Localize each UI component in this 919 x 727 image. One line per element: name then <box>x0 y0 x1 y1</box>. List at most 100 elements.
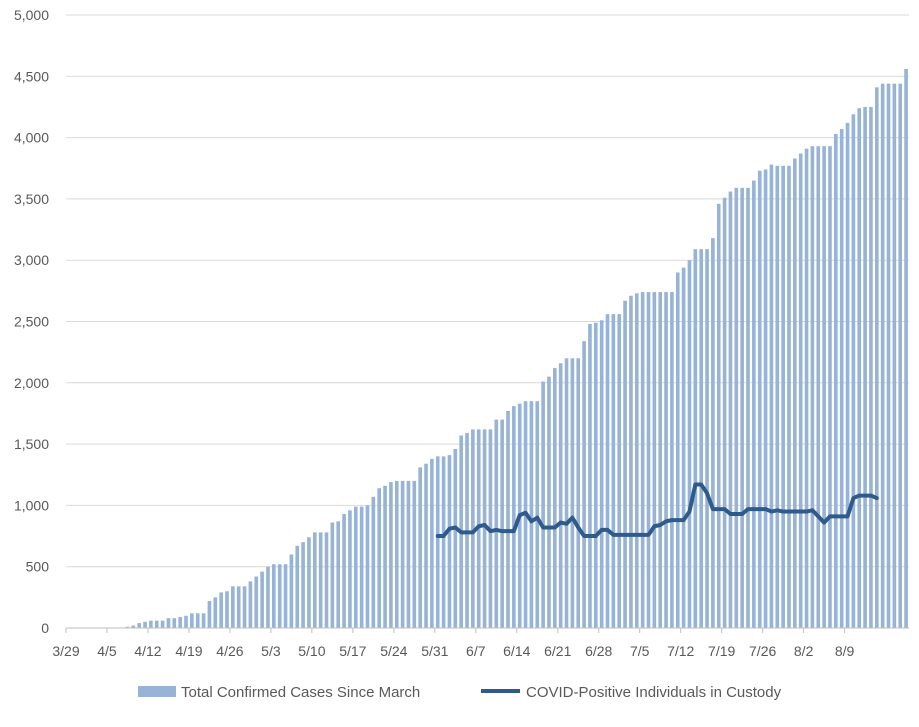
bar <box>231 586 235 628</box>
x-tick-label: 6/21 <box>544 643 571 659</box>
bar <box>137 623 141 628</box>
bar <box>570 358 575 628</box>
bar <box>547 376 551 628</box>
x-tick-label: 7/5 <box>630 643 650 659</box>
bar <box>225 591 229 628</box>
bar <box>617 314 622 628</box>
bar <box>377 488 382 628</box>
bar <box>757 170 762 628</box>
bar <box>248 581 253 628</box>
bar <box>482 429 487 628</box>
bar <box>412 480 417 628</box>
bar <box>810 146 815 628</box>
bar <box>898 83 903 628</box>
bar <box>687 260 692 628</box>
bar <box>576 358 581 628</box>
bar <box>512 406 516 628</box>
y-tick-label: 500 <box>26 559 50 575</box>
bar <box>629 295 633 628</box>
bar <box>623 300 627 628</box>
bar <box>283 564 288 628</box>
x-axis-tick-labels: 3/29 4/5 4/12 4/19 4/26 5/3 5/10 5/17 5/24 5/31 6/… <box>52 628 855 659</box>
x-tick-label: 5/17 <box>339 643 366 659</box>
bar <box>775 165 780 628</box>
bar <box>640 292 645 628</box>
bar <box>904 68 908 629</box>
bar <box>506 410 510 628</box>
bar <box>418 467 422 628</box>
y-tick-label: 3,000 <box>14 252 49 268</box>
bar <box>558 363 563 628</box>
legend: Total Confirmed Cases Since March COVID-… <box>138 684 782 701</box>
bar <box>822 146 826 628</box>
bar <box>295 545 300 628</box>
bar <box>172 618 177 628</box>
bar <box>588 323 592 628</box>
bar <box>763 169 768 628</box>
bar <box>740 187 744 628</box>
y-tick-label: 2,500 <box>14 314 49 330</box>
bar <box>494 419 499 628</box>
x-tick-label: 6/14 <box>503 643 530 659</box>
bar <box>236 586 241 628</box>
x-tick-label: 5/10 <box>298 643 325 659</box>
bar <box>453 449 458 628</box>
bar <box>746 187 750 628</box>
bar <box>266 566 270 628</box>
bar <box>798 153 803 628</box>
bar <box>359 506 364 628</box>
bar <box>125 626 130 628</box>
bar <box>845 122 850 628</box>
y-tick-label: 4,000 <box>14 130 49 146</box>
bar <box>793 158 797 628</box>
bar <box>675 272 680 628</box>
x-tick-label: 6/28 <box>585 643 612 659</box>
bar <box>681 267 686 628</box>
y-tick-label: 5,000 <box>14 7 49 23</box>
y-axis-tick-labels: 0 500 1,000 1,500 2,000 2,500 3,000 3,500 4,000 4… <box>14 7 49 636</box>
bar <box>166 618 171 628</box>
bar <box>658 292 663 628</box>
bar <box>149 620 153 628</box>
bar <box>336 521 341 628</box>
bar <box>529 401 534 628</box>
x-tick-label: 6/7 <box>466 643 486 659</box>
bar <box>734 187 739 628</box>
bar <box>131 625 136 628</box>
bar <box>857 108 862 628</box>
bar <box>605 314 610 628</box>
bar <box>441 456 446 628</box>
legend-swatch-total-confirmed-cases <box>138 686 176 697</box>
bar <box>289 554 294 628</box>
x-tick-label: 5/3 <box>261 643 281 659</box>
bar <box>722 197 727 628</box>
y-tick-label: 1,500 <box>14 436 49 452</box>
bar <box>424 463 428 628</box>
bar <box>892 83 897 628</box>
bar <box>312 532 317 628</box>
bar <box>190 613 194 628</box>
bar <box>670 292 674 628</box>
line-series-covid-positive-in-custody <box>435 482 879 539</box>
bar <box>207 601 212 628</box>
x-tick-label: 4/26 <box>216 643 243 659</box>
bar <box>828 146 832 628</box>
x-tick-label: 4/12 <box>134 643 161 659</box>
legend-label-total-confirmed-cases: Total Confirmed Cases Since March <box>181 684 420 701</box>
x-tick-label: 5/24 <box>380 643 407 659</box>
bar <box>301 542 305 628</box>
bar <box>184 615 188 628</box>
x-tick-label: 7/19 <box>708 643 735 659</box>
x-tick-label: 5/31 <box>421 643 448 659</box>
bar <box>394 480 399 628</box>
bar <box>787 165 791 628</box>
bar <box>277 564 282 628</box>
bar <box>143 621 147 628</box>
bar <box>869 106 873 628</box>
bar <box>728 191 733 628</box>
bar <box>535 401 540 628</box>
y-tick-label: 2,000 <box>14 375 49 391</box>
bar <box>699 249 703 628</box>
bar <box>254 576 259 628</box>
